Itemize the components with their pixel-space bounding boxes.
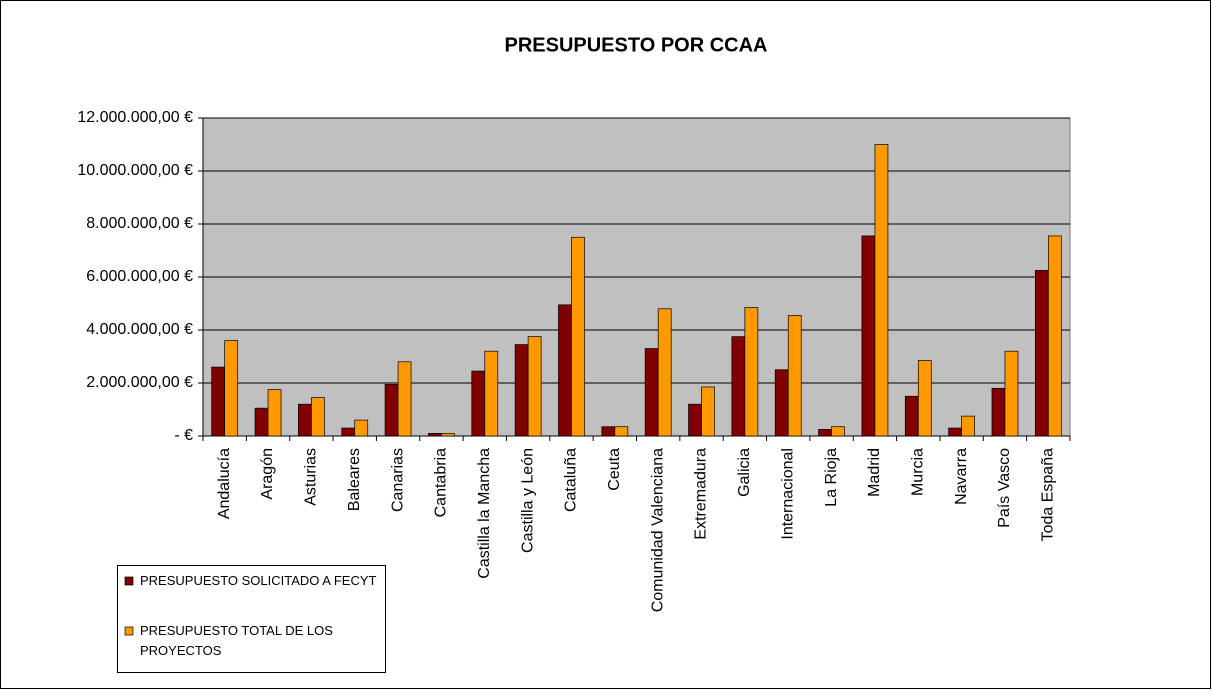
bar — [441, 433, 455, 437]
y-tick-label: - € — [174, 427, 193, 444]
x-tick-label: Ceuta — [606, 448, 623, 491]
x-tick-label: La Rioja — [823, 448, 840, 507]
bar — [571, 236, 585, 437]
chart-title: PRESUPUESTO POR CCAA — [504, 34, 767, 56]
bar — [428, 433, 442, 437]
bar — [731, 336, 746, 437]
bar — [917, 360, 932, 437]
x-tick-label: Castilla y León — [519, 448, 536, 553]
bar — [397, 361, 412, 437]
legend-entry: PRESUPUESTO SOLICITADO A FECYT — [140, 573, 377, 588]
bar — [298, 403, 312, 437]
legend-label: PRESUPUESTO TOTAL DE LOS PROYECTOS — [140, 623, 333, 658]
bar — [484, 350, 499, 437]
x-tick-label: Asturias — [303, 448, 320, 506]
bar — [354, 419, 369, 437]
x-tick-label: Andalucía — [216, 448, 233, 519]
x-tick-label: Aragón — [259, 448, 276, 500]
x-tick-label: Madrid — [866, 448, 883, 497]
y-tick-label: 8.000.000,00 € — [86, 215, 193, 232]
bar — [311, 397, 325, 437]
bar — [644, 348, 659, 437]
bar — [601, 426, 616, 437]
bar — [211, 366, 226, 437]
bar — [1047, 235, 1062, 437]
x-tick-label: Comunidad Valenciana — [649, 448, 666, 612]
bar — [744, 307, 759, 437]
x-tick-label: Murcia — [909, 448, 926, 496]
bar — [874, 144, 889, 437]
x-tick-label: Navarra — [953, 448, 970, 505]
x-tick-label: Galicia — [736, 448, 753, 497]
bar — [818, 429, 832, 437]
x-tick-label: Cantabria — [433, 448, 450, 517]
y-tick-label: 4.000.000,00 € — [86, 321, 193, 338]
legend-entry: PRESUPUESTO TOTAL DE LOS PROYECTOS — [140, 623, 333, 658]
y-tick-label: 2.000.000,00 € — [86, 374, 193, 391]
y-tick-label: 6.000.000,00 € — [86, 268, 193, 285]
bar — [1004, 350, 1019, 437]
y-tick-label: 10.000.000,00 € — [77, 162, 193, 179]
x-tick-label: Baleares — [346, 448, 363, 511]
bar — [558, 304, 572, 437]
bar — [384, 383, 399, 437]
x-tick-label: Canarias — [389, 448, 406, 512]
x-tick-label: Castilla la Mancha — [476, 448, 493, 579]
bar — [1034, 270, 1049, 437]
bar — [341, 427, 356, 437]
bar — [861, 235, 876, 437]
bar — [471, 370, 486, 437]
bar — [831, 426, 845, 437]
bar — [514, 344, 529, 437]
legend-swatch — [124, 626, 134, 636]
bar — [701, 386, 715, 437]
x-tick-label: Internacional — [779, 448, 796, 540]
bar — [961, 415, 975, 437]
bar — [688, 403, 702, 437]
x-tick-label: Toda España — [1040, 448, 1057, 542]
legend-swatch — [124, 576, 134, 586]
legend-box — [117, 565, 386, 673]
bar — [904, 395, 919, 437]
x-tick-label: País Vasco — [996, 448, 1013, 528]
bar — [991, 387, 1006, 437]
legend-label: PRESUPUESTO SOLICITADO A FECYT — [140, 573, 377, 588]
bar — [614, 426, 629, 437]
bar — [787, 315, 802, 437]
bar — [224, 340, 239, 437]
x-tick-label: Cataluña — [563, 448, 580, 512]
bar — [267, 389, 282, 437]
bar — [254, 407, 269, 437]
x-tick-label: Extremadura — [693, 448, 710, 540]
bar — [774, 369, 789, 437]
y-tick-label: 12.000.000,00 € — [77, 109, 193, 126]
bar — [527, 336, 542, 437]
bar — [657, 308, 672, 437]
bar — [948, 427, 962, 437]
